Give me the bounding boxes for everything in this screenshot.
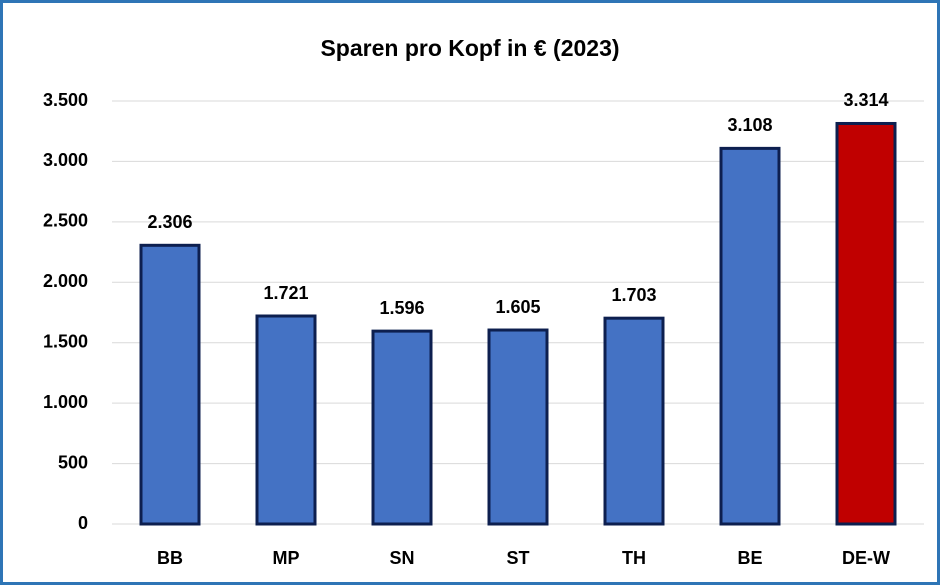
bar [371,329,433,526]
data-label: 1.721 [263,283,308,303]
chart-title: Sparen pro Kopf in € (2023) [320,35,619,61]
x-tick-label: BB [157,548,183,568]
y-tick-label: 1.500 [43,331,88,351]
y-tick-label: 1.000 [43,392,88,412]
data-label: 3.108 [727,115,772,135]
data-label: 1.605 [495,297,540,317]
data-label: 1.703 [611,285,656,305]
x-tick-label: ST [506,548,529,568]
bar [719,146,781,526]
x-tick-label: BE [737,548,762,568]
data-label: 1.596 [379,298,424,318]
x-tick-label: TH [622,548,646,568]
x-tick-label: DE-W [842,548,890,568]
data-label: 3.314 [843,90,888,110]
y-tick-label: 2.500 [43,211,88,231]
y-tick-label: 500 [58,452,88,472]
bar [139,243,201,526]
y-tick-label: 3.000 [43,150,88,170]
bar [603,316,665,526]
bar [487,328,549,526]
y-tick-label: 0 [78,513,88,533]
bar [835,121,897,526]
bar [255,314,317,526]
data-label: 2.306 [147,212,192,232]
x-tick-label: SN [389,548,414,568]
y-tick-label: 2.000 [43,271,88,291]
x-tick-label: MP [273,548,300,568]
y-tick-label: 3.500 [43,90,88,110]
